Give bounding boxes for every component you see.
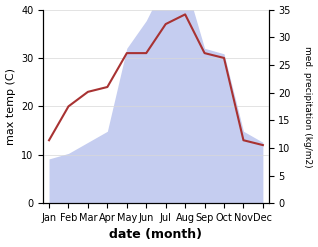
- Y-axis label: max temp (C): max temp (C): [5, 68, 16, 145]
- Y-axis label: med. precipitation (kg/m2): med. precipitation (kg/m2): [303, 45, 313, 167]
- X-axis label: date (month): date (month): [109, 228, 203, 242]
